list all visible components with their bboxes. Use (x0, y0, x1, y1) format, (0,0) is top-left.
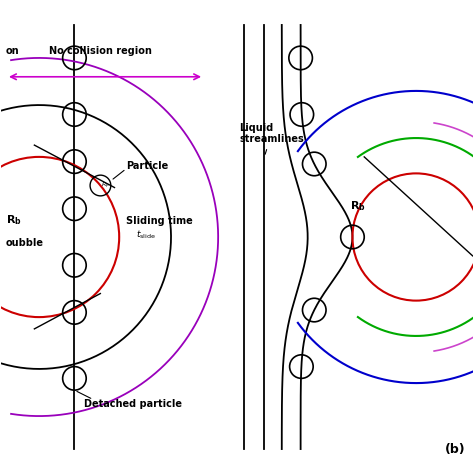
Text: Detached particle: Detached particle (84, 399, 182, 409)
Text: $R_p$: $R_p$ (101, 181, 110, 191)
Text: $t_{\rm slide}$: $t_{\rm slide}$ (136, 228, 155, 241)
Text: Sliding time: Sliding time (126, 216, 193, 226)
Text: $\mathbf{R_b}$: $\mathbf{R_b}$ (6, 214, 22, 228)
Text: $\mathbf{R_b}$: $\mathbf{R_b}$ (350, 200, 366, 213)
Text: No collision region: No collision region (48, 46, 151, 55)
Text: Liquid
streamlines: Liquid streamlines (239, 123, 304, 154)
Text: on: on (6, 46, 20, 55)
Text: (b): (b) (445, 443, 465, 456)
Text: Particle: Particle (126, 161, 169, 171)
Text: oubble: oubble (6, 237, 44, 247)
